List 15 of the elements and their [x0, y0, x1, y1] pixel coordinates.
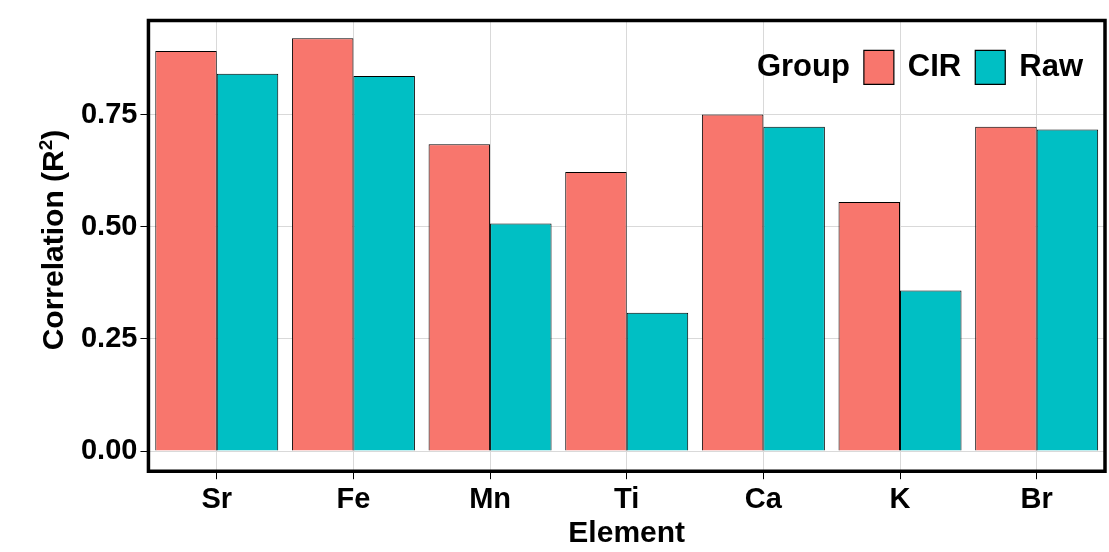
y-tick-label: 0.50 — [80, 208, 138, 241]
x-tick-label: Br — [1020, 481, 1053, 514]
y-tick-label: 0.75 — [80, 96, 138, 129]
x-tick-label: Sr — [201, 481, 233, 514]
x-tick-label: Mn — [469, 481, 512, 514]
x-tick-label: Ca — [744, 481, 783, 514]
x-tick-label: Fe — [336, 481, 371, 514]
legend-label: CIR — [907, 47, 962, 83]
y-tick-label: 0.00 — [80, 433, 138, 466]
y-tick-label: 0.25 — [80, 320, 138, 353]
x-tick-label: K — [889, 481, 911, 514]
legend-label: Raw — [1019, 47, 1084, 83]
x-tick-label: Ti — [614, 481, 640, 514]
legend-title: Group — [756, 47, 850, 83]
x-axis-title: Element — [568, 515, 686, 549]
